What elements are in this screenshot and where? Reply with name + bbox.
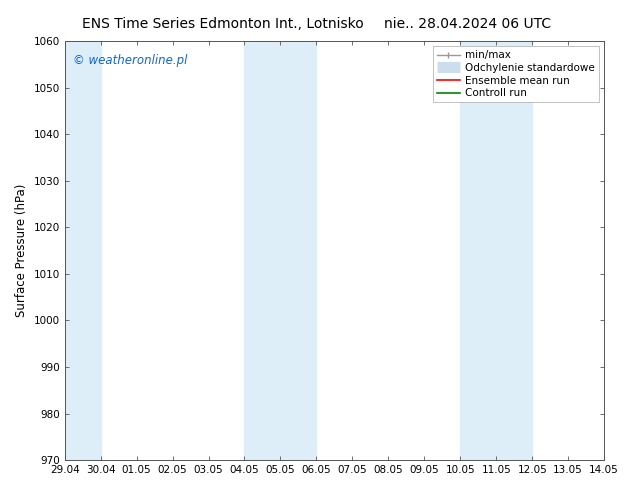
Bar xyxy=(460,41,532,460)
Text: ENS Time Series Edmonton Int., Lotnisko: ENS Time Series Edmonton Int., Lotnisko xyxy=(82,17,364,31)
Bar xyxy=(65,41,101,460)
Bar xyxy=(245,41,316,460)
Text: nie.. 28.04.2024 06 UTC: nie.. 28.04.2024 06 UTC xyxy=(384,17,552,31)
Legend: min/max, Odchylenie standardowe, Ensemble mean run, Controll run: min/max, Odchylenie standardowe, Ensembl… xyxy=(433,46,599,102)
Text: © weatheronline.pl: © weatheronline.pl xyxy=(73,53,187,67)
Y-axis label: Surface Pressure (hPa): Surface Pressure (hPa) xyxy=(15,184,28,318)
